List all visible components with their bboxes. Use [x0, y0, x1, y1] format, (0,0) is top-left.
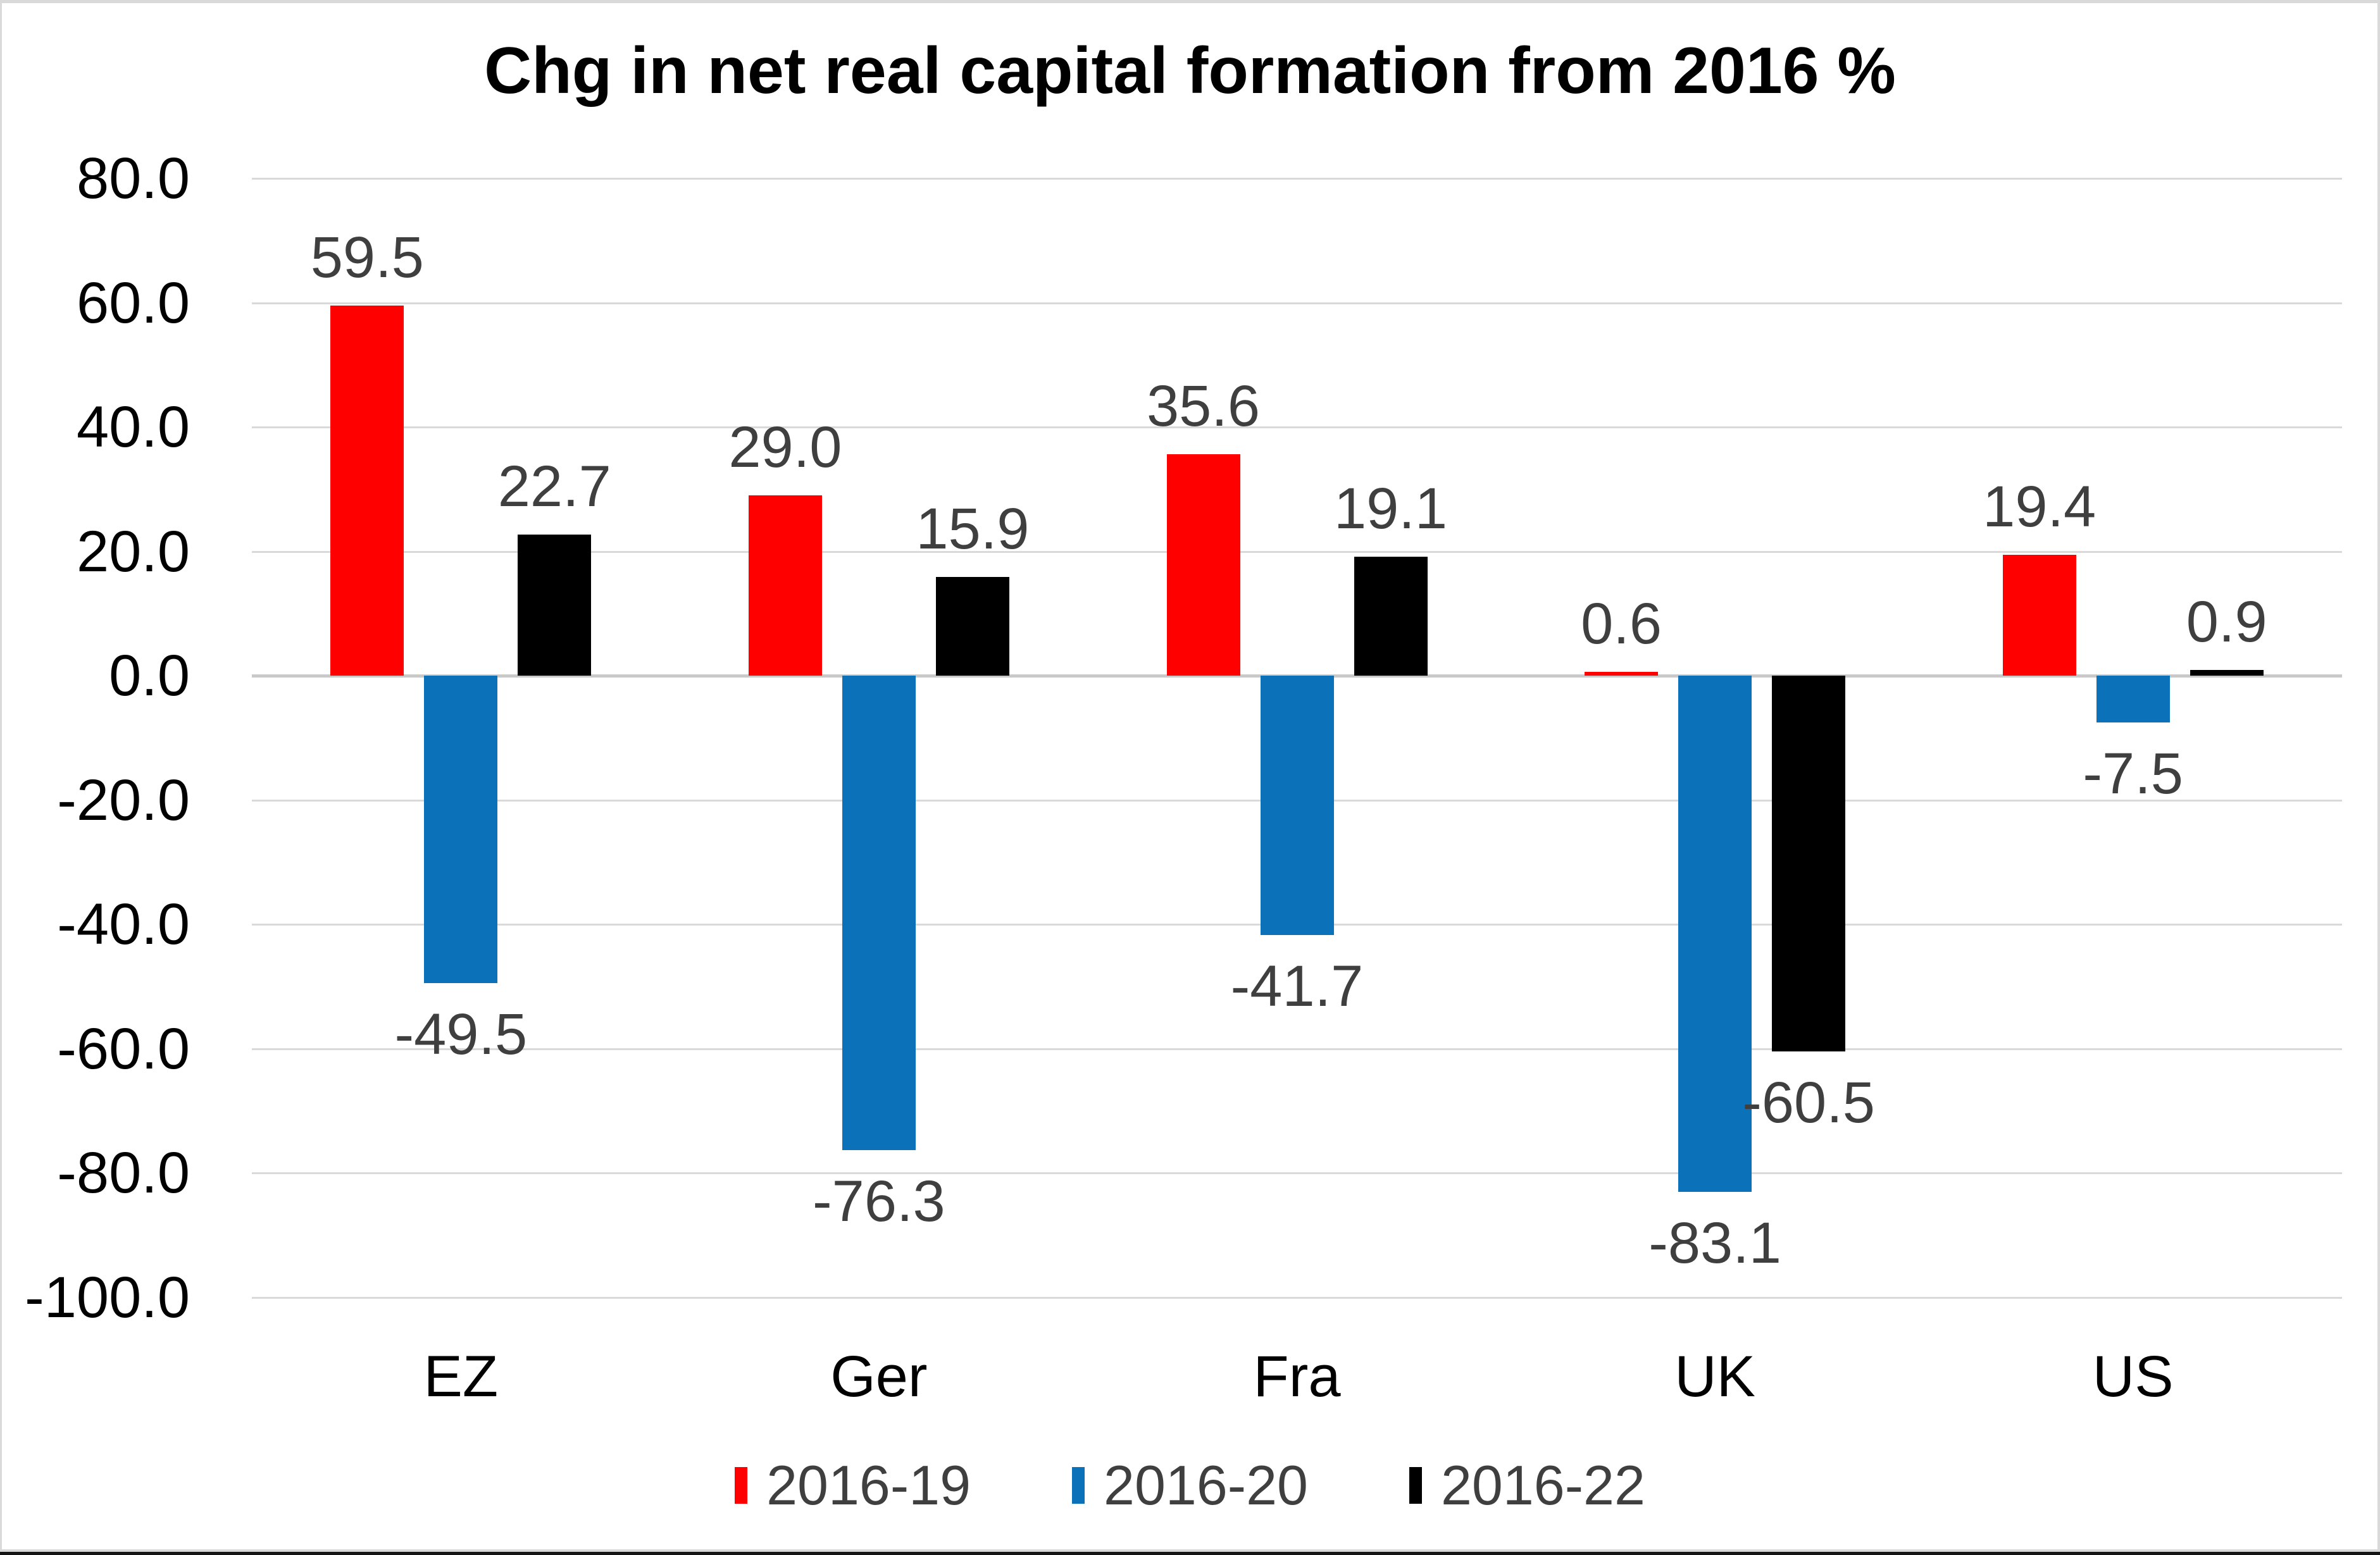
- legend-item-2016-19: 2016-19: [735, 1458, 971, 1513]
- bar-2016-19-Fra: [1166, 454, 1240, 676]
- bar-2016-20-US: [2096, 676, 2170, 722]
- category-label-UK: UK: [1674, 1344, 1755, 1409]
- chart-title: Chg in net real capital formation from 2…: [484, 34, 1896, 108]
- category-label-Fra: Fra: [1253, 1344, 1341, 1409]
- bar-2016-19-US: [2002, 555, 2076, 676]
- category-label-US: US: [2092, 1344, 2174, 1409]
- bar-2016-20-UK: [1678, 676, 1752, 1193]
- legend-swatch-icon: [1409, 1467, 1422, 1504]
- bottom-border-black: [0, 1552, 2380, 1555]
- y-tick-label: 20.0: [76, 519, 190, 584]
- bar-2016-19-EZ: [330, 306, 404, 676]
- category-label-EZ: EZ: [423, 1344, 499, 1409]
- legend-item-2016-20: 2016-20: [1072, 1458, 1308, 1513]
- y-tick-label: 60.0: [76, 270, 190, 335]
- bar-2016-22-Ger: [935, 576, 1009, 676]
- data-label: 19.1: [1333, 476, 1448, 542]
- legend-item-2016-22: 2016-22: [1409, 1458, 1645, 1513]
- data-label: -41.7: [1230, 953, 1364, 1019]
- data-label: -76.3: [813, 1168, 945, 1234]
- gridline: [252, 1296, 2342, 1299]
- bar-2016-20-Ger: [842, 676, 916, 1150]
- y-tick-label: 0.0: [109, 643, 190, 708]
- bar-2016-22-EZ: [518, 534, 592, 676]
- bar-2016-22-UK: [1772, 676, 1846, 1052]
- bar-2016-20-Fra: [1260, 676, 1334, 935]
- bar-2016-20-EZ: [424, 676, 498, 984]
- legend-label: 2016-20: [1104, 1454, 1308, 1516]
- y-tick-label: -40.0: [57, 892, 190, 957]
- y-tick-label: 40.0: [76, 395, 190, 459]
- data-label: 22.7: [497, 454, 611, 519]
- data-label: 29.0: [728, 415, 842, 480]
- bottom-border-gray: [0, 1549, 2380, 1552]
- right-border: [2377, 0, 2380, 1555]
- bar-2016-22-Fra: [1354, 557, 1428, 676]
- y-tick-label: -60.0: [57, 1016, 190, 1081]
- y-tick-label: -100.0: [25, 1265, 190, 1330]
- bar-2016-19-UK: [1585, 672, 1659, 676]
- legend-swatch-icon: [1072, 1467, 1085, 1504]
- data-label: -7.5: [2083, 741, 2183, 806]
- data-label: 35.6: [1146, 374, 1261, 439]
- data-label: 0.6: [1581, 592, 1662, 657]
- gridline: [252, 426, 2342, 428]
- y-tick-label: 80.0: [76, 146, 190, 211]
- gridline: [252, 1172, 2342, 1174]
- legend-label: 2016-22: [1440, 1454, 1645, 1516]
- gridline: [252, 302, 2342, 304]
- data-label: 15.9: [916, 496, 1030, 561]
- gridline: [252, 178, 2342, 180]
- legend: 2016-19 2016-20 2016-22: [0, 1458, 2380, 1513]
- y-tick-label: -80.0: [57, 1141, 190, 1205]
- top-border: [0, 0, 2380, 3]
- legend-label: 2016-19: [766, 1454, 971, 1516]
- data-label: 59.5: [310, 225, 424, 290]
- gridline: [252, 1048, 2342, 1050]
- legend-swatch-icon: [735, 1467, 748, 1504]
- y-tick-label: -20.0: [57, 767, 190, 833]
- bar-2016-22-US: [2190, 670, 2264, 676]
- gridline: [252, 550, 2342, 553]
- bar-2016-19-Ger: [748, 495, 822, 676]
- data-label: -49.5: [394, 1002, 528, 1067]
- data-label: -83.1: [1648, 1211, 1781, 1276]
- category-label-Ger: Ger: [830, 1344, 928, 1409]
- data-label: 19.4: [1983, 474, 2097, 540]
- data-label: 0.9: [2186, 590, 2267, 655]
- left-border: [0, 0, 2, 1555]
- data-label: -60.5: [1742, 1070, 1875, 1136]
